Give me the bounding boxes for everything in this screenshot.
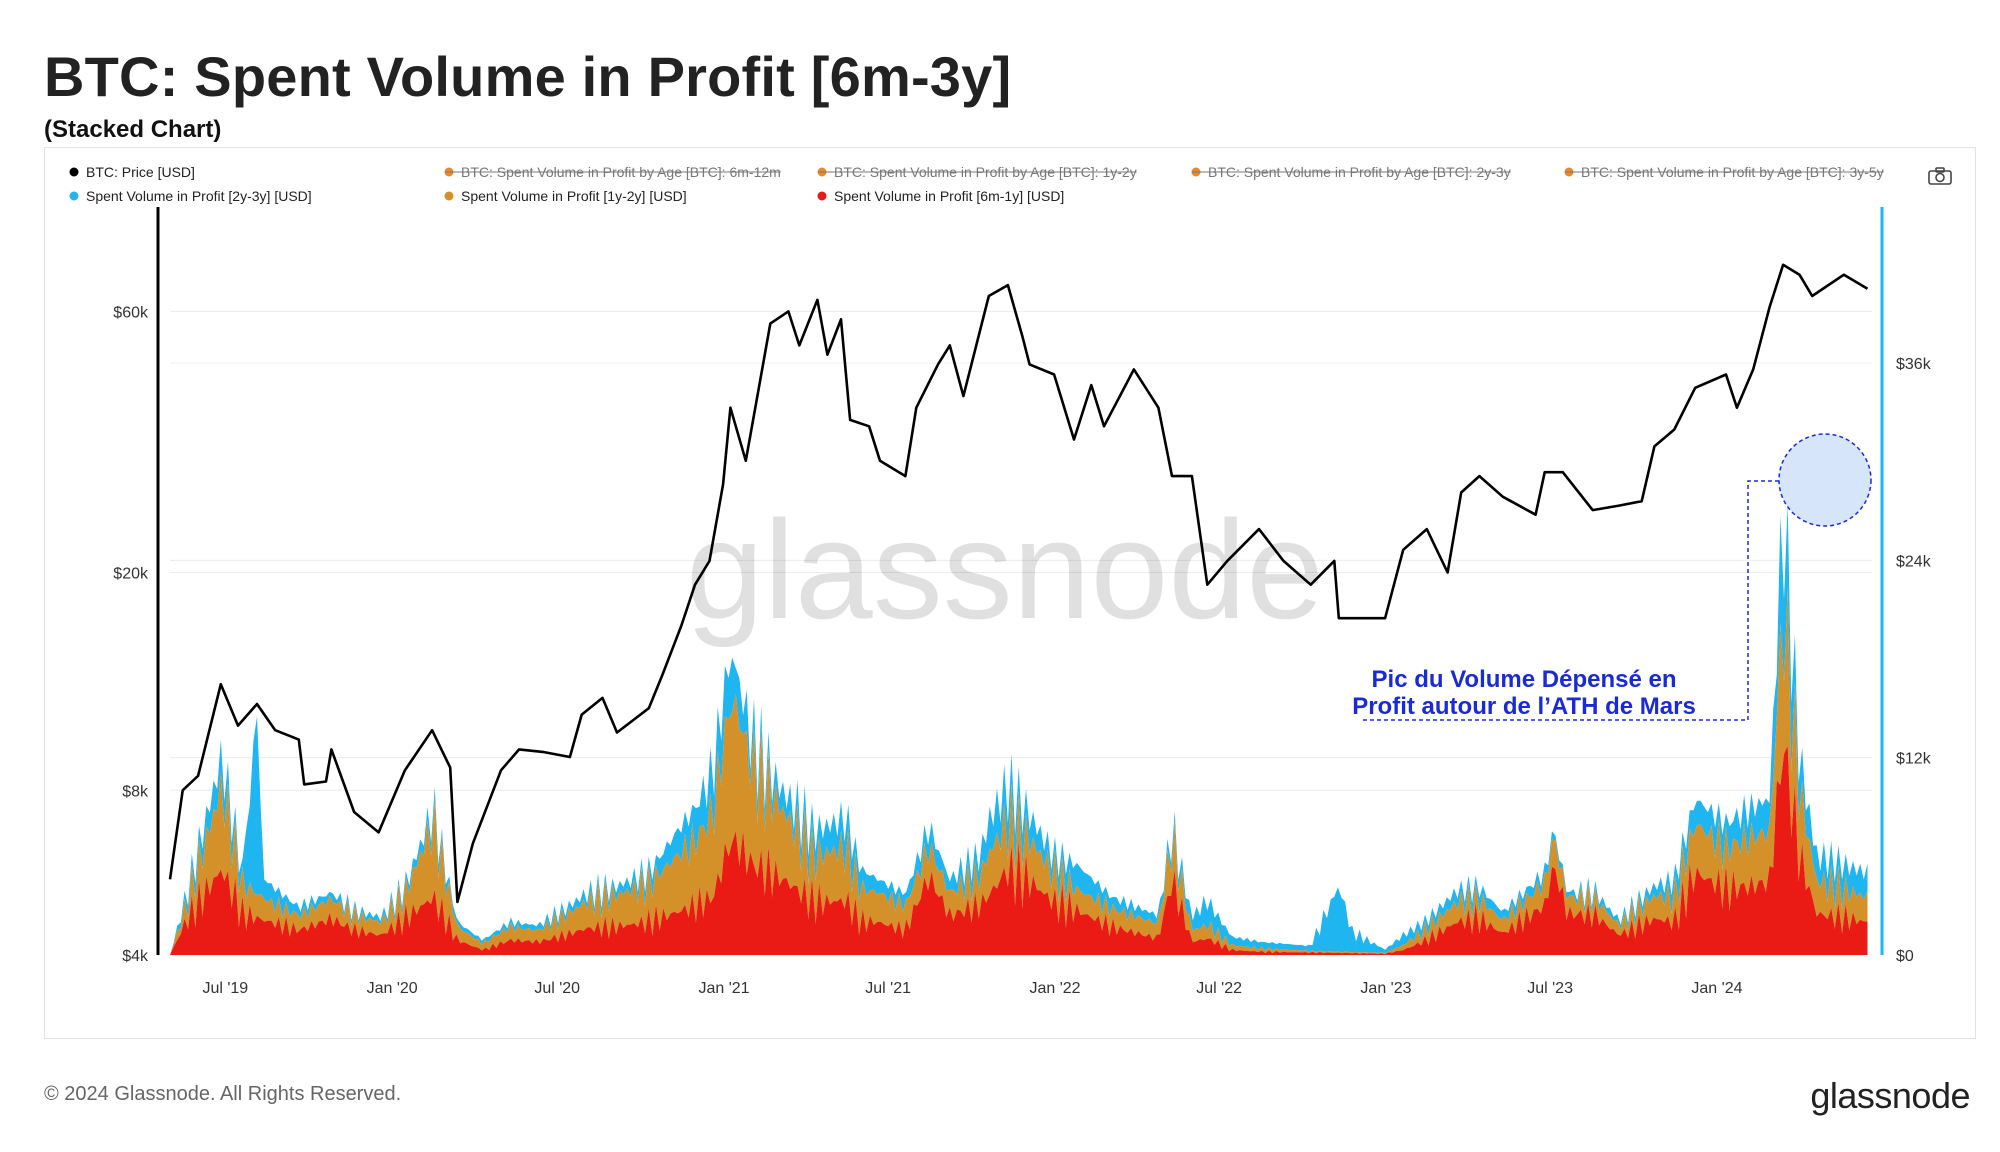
- y-right-tick-label: $24k: [1896, 553, 1932, 570]
- y-right-tick-label: $0: [1896, 948, 1914, 965]
- annotation-leader: [1362, 480, 1779, 721]
- y-left-tick-label: $8k: [122, 783, 149, 800]
- x-tick-label: Jan '24: [1691, 980, 1742, 997]
- x-tick-label: Jul '20: [534, 980, 580, 997]
- legend-marker: [444, 191, 454, 201]
- glassnode-logo: glassnode: [1810, 1075, 1970, 1116]
- price-line: [168, 263, 1869, 904]
- stacked-areas: [170, 503, 1868, 955]
- annotation-line-1: Pic du Volume Dépensé en: [1372, 666, 1677, 693]
- x-tick-label: Jan '21: [698, 980, 749, 997]
- legend-marker: [69, 191, 79, 201]
- copyright: © 2024 Glassnode. All Rights Reserved.: [44, 1083, 402, 1105]
- x-tick-label: Jan '23: [1360, 980, 1411, 997]
- chart-axes: $4k $8k $20k $60k $0 $12k $24k $36k Jul '19 Jan '…: [113, 207, 1932, 997]
- price-line-group: [168, 263, 1869, 904]
- y-left-tick-label: $4k: [122, 948, 149, 965]
- x-tick-label: Jul '19: [202, 980, 248, 997]
- y-left-tick-label: $60k: [113, 304, 149, 321]
- legend-item-label[interactable]: Spent Volume in Profit [1y-2y] [USD]: [461, 188, 687, 204]
- x-tick-label: Jan '20: [367, 980, 418, 997]
- x-tick-label: Jul '22: [1196, 980, 1242, 997]
- page-subtitle: (Stacked Chart): [44, 116, 222, 143]
- legend-marker: [817, 191, 827, 201]
- highlight-circle: [1778, 433, 1872, 527]
- series-area-2: [170, 586, 1868, 955]
- chart-legend: BTC: Price [USD] BTC: Spent Volume in Pro…: [69, 164, 1884, 204]
- y-right-tick-label: $36k: [1896, 356, 1932, 373]
- annotation-line-2: Profit autour de l’ATH de Mars: [1352, 693, 1696, 720]
- legend-item-label[interactable]: Spent Volume in Profit [6m-1y] [USD]: [834, 188, 1064, 204]
- legend-marker: [69, 167, 79, 177]
- y-right-tick-label: $12k: [1896, 751, 1932, 768]
- legend-item-label[interactable]: BTC: Price [USD]: [86, 164, 195, 180]
- chart-gridlines: [170, 310, 1872, 956]
- y-left-tick-label: $20k: [113, 565, 149, 582]
- series-area-1: [170, 745, 1868, 955]
- x-tick-label: Jul '23: [1527, 980, 1573, 997]
- chart-panel: [44, 147, 1976, 1039]
- camera-icon[interactable]: [1928, 167, 1952, 185]
- x-tick-label: Jul '21: [865, 980, 911, 997]
- page-title: BTC: Spent Volume in Profit [6m-3y]: [44, 45, 1012, 108]
- legend-item-label[interactable]: Spent Volume in Profit [2y-3y] [USD]: [86, 188, 312, 204]
- watermark: glassnode: [686, 491, 1324, 648]
- x-tick-label: Jan '22: [1029, 980, 1080, 997]
